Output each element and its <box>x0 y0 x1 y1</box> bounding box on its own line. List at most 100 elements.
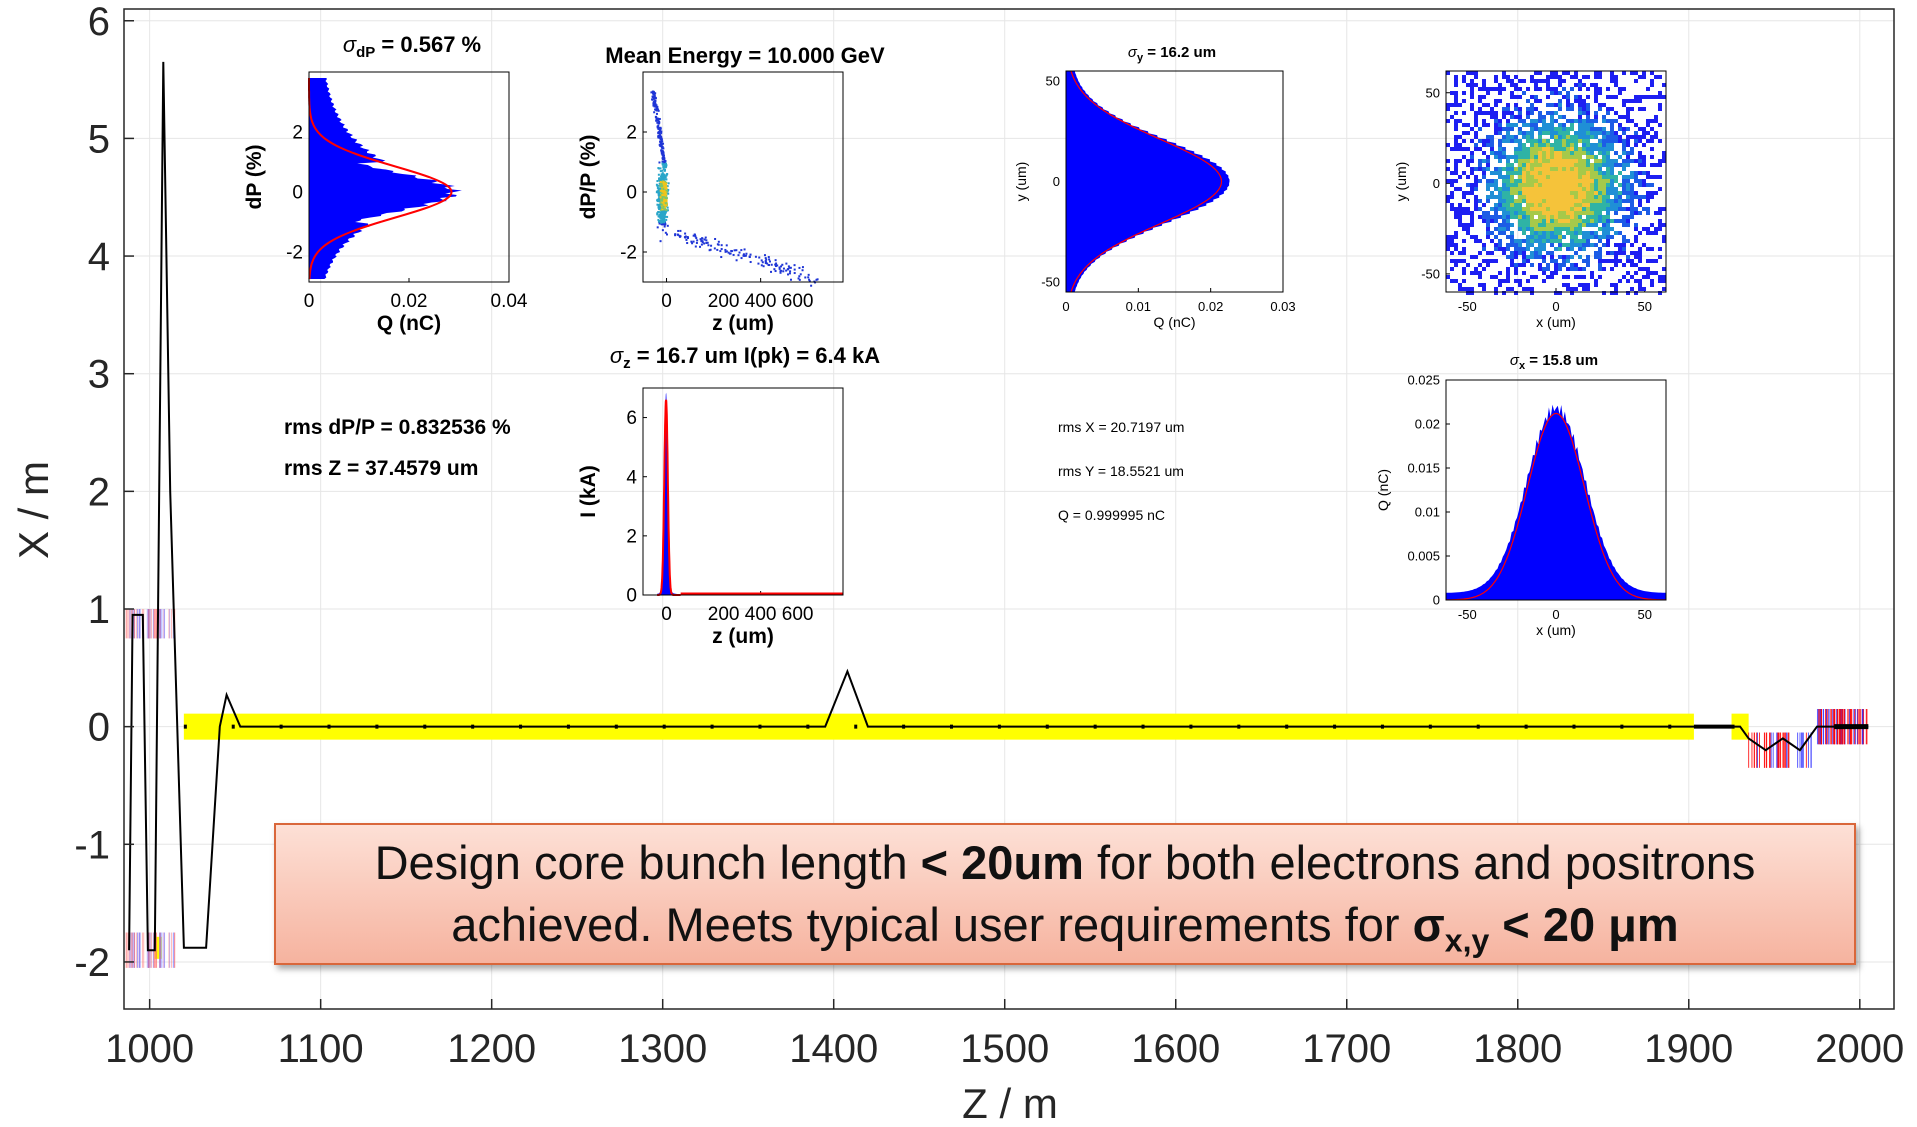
density-cell <box>1574 143 1578 147</box>
density-cell <box>1514 123 1518 127</box>
density-cell <box>1634 235 1638 239</box>
density-cell <box>1562 95 1566 99</box>
density-cell <box>1542 243 1546 247</box>
density-cell <box>1522 255 1526 259</box>
density-cell <box>1626 195 1630 199</box>
density-cell <box>1626 279 1630 283</box>
density-cell <box>1470 291 1474 295</box>
phase-point <box>807 276 810 279</box>
title-subscript: y <box>1137 52 1144 64</box>
phase-point <box>684 232 687 235</box>
density-cell <box>1634 255 1638 259</box>
density-cell <box>1598 195 1602 199</box>
density-cell <box>1610 251 1614 255</box>
x-tick-label: 1200 <box>447 1027 536 1071</box>
density-cell <box>1546 187 1550 191</box>
density-cell <box>1482 171 1486 175</box>
inset-dp-title: σdP = 0.567 % <box>343 32 481 61</box>
density-cell <box>1502 135 1506 139</box>
density-cell <box>1446 159 1450 163</box>
density-cell <box>1646 195 1650 199</box>
density-cell <box>1614 203 1618 207</box>
density-cell <box>1558 139 1562 143</box>
density-cell <box>1538 115 1542 119</box>
density-cell <box>1566 99 1570 103</box>
inset-x-tick-label: 0 <box>1552 299 1559 314</box>
density-cell <box>1550 127 1554 131</box>
density-cell <box>1474 135 1478 139</box>
density-cell <box>1602 139 1606 143</box>
density-cell <box>1458 203 1462 207</box>
density-cell <box>1606 175 1610 179</box>
density-cell <box>1450 91 1454 95</box>
density-cell <box>1514 203 1518 207</box>
phase-point <box>652 104 655 107</box>
density-cell <box>1506 179 1510 183</box>
density-cell <box>1638 287 1642 291</box>
density-cell <box>1494 235 1498 239</box>
density-cell <box>1590 167 1594 171</box>
phase-point <box>760 264 763 267</box>
density-cell <box>1578 283 1582 287</box>
density-cell <box>1494 287 1498 291</box>
density-cell <box>1586 103 1590 107</box>
density-cell <box>1594 159 1598 163</box>
density-cell <box>1498 119 1502 123</box>
density-cell <box>1590 187 1594 191</box>
density-cell <box>1530 187 1534 191</box>
density-cell <box>1490 259 1494 263</box>
density-cell <box>1558 167 1562 171</box>
density-cell <box>1574 95 1578 99</box>
density-cell <box>1466 263 1470 267</box>
phase-point <box>663 221 666 224</box>
phase-point <box>656 180 659 183</box>
density-cell <box>1502 183 1506 187</box>
density-cell <box>1590 179 1594 183</box>
density-cell <box>1542 203 1546 207</box>
density-cell <box>1534 219 1538 223</box>
density-cell <box>1582 267 1586 271</box>
density-cell <box>1538 147 1542 151</box>
density-cell <box>1518 195 1522 199</box>
density-cell <box>1574 235 1578 239</box>
density-cell <box>1638 183 1642 187</box>
phase-point <box>664 211 667 214</box>
density-cell <box>1502 219 1506 223</box>
inset-y-tick-label: 0.005 <box>1407 549 1440 564</box>
inset-x-tick-label: 200 400 600 <box>708 604 814 625</box>
density-cell <box>1546 151 1550 155</box>
density-cell <box>1522 167 1526 171</box>
density-cell <box>1614 187 1618 191</box>
density-cell <box>1622 167 1626 171</box>
density-cell <box>1522 211 1526 215</box>
phase-point <box>807 273 810 276</box>
density-cell <box>1574 195 1578 199</box>
phase-point <box>659 127 662 130</box>
density-cell <box>1558 203 1562 207</box>
histogram-bars <box>1446 404 1666 600</box>
phase-point <box>662 194 665 197</box>
density-cell <box>1538 167 1542 171</box>
phase-point <box>704 236 707 239</box>
density-cell <box>1558 231 1562 235</box>
density-cell <box>1558 123 1562 127</box>
phase-point <box>663 200 666 203</box>
density-cell <box>1554 223 1558 227</box>
inset-frame <box>1065 70 1284 293</box>
density-cell <box>1514 211 1518 215</box>
density-cell <box>1570 147 1574 151</box>
density-cell <box>1518 127 1522 131</box>
density-cell <box>1634 263 1638 267</box>
density-cell <box>1446 275 1450 279</box>
density-cell <box>1582 283 1586 287</box>
phase-point <box>663 161 666 164</box>
density-cell <box>1658 107 1662 111</box>
density-cell <box>1626 151 1630 155</box>
phase-point <box>781 263 784 266</box>
density-cell <box>1486 235 1490 239</box>
phase-point <box>656 213 659 216</box>
density-cell <box>1618 279 1622 283</box>
density-cell <box>1570 207 1574 211</box>
density-cell <box>1606 87 1610 91</box>
density-cell <box>1550 155 1554 159</box>
